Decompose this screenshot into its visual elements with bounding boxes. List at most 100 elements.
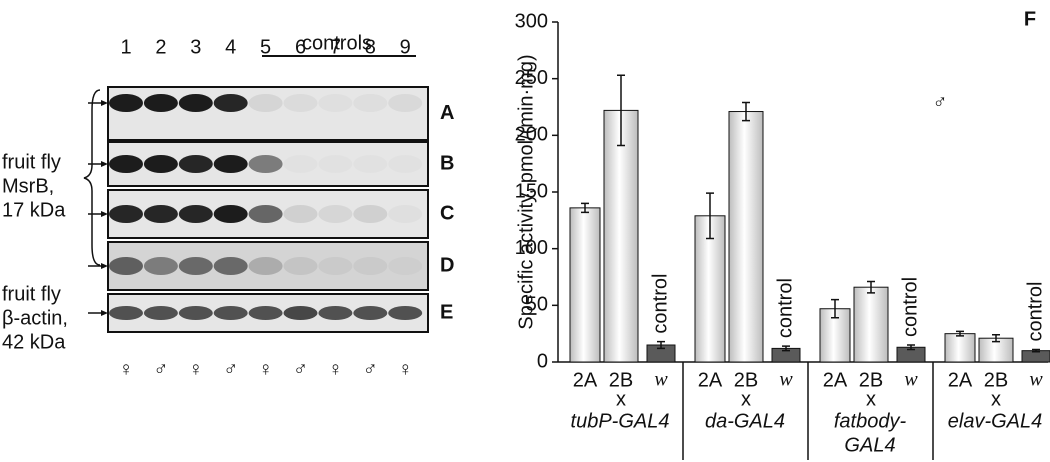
category-label: w [1029, 369, 1043, 391]
arrow-head [101, 211, 108, 217]
bar [569, 207, 601, 363]
band [213, 306, 248, 320]
band [109, 94, 143, 112]
control-label: control [1024, 282, 1046, 342]
y-tick-label: 100 [515, 237, 548, 259]
band [178, 205, 213, 223]
band [318, 306, 353, 320]
lane-number: 8 [365, 36, 376, 58]
y-tick-label: 50 [526, 294, 548, 316]
error-bar [992, 334, 1000, 343]
band [248, 94, 283, 112]
band [178, 257, 213, 275]
category-label: w [904, 369, 918, 391]
y-tick-label: 300 [515, 10, 548, 32]
lane-number: 3 [190, 36, 201, 58]
row-letter: E [440, 301, 453, 323]
band [318, 257, 353, 275]
band [388, 306, 423, 320]
error-bar [742, 101, 750, 122]
lane-number: 2 [155, 36, 166, 58]
lane-number: 4 [225, 36, 236, 58]
control-label: control [649, 274, 671, 334]
band [248, 306, 283, 320]
msrb-label: MsrB, [2, 175, 54, 197]
band [283, 306, 318, 320]
band [213, 205, 248, 223]
row-letter: D [440, 254, 454, 276]
band [143, 257, 178, 275]
category-label: 2B [609, 369, 633, 391]
band [318, 155, 352, 173]
category-label: 2B [859, 369, 883, 391]
bar [944, 333, 976, 363]
msrb-label: fruit fly [2, 151, 61, 173]
error-bar [706, 192, 714, 240]
arrow-head [101, 100, 108, 106]
error-bar [956, 330, 964, 337]
group-label: elav-GAL4 [948, 410, 1043, 432]
category-label: 2A [948, 369, 973, 391]
group-label: GAL4 [844, 434, 895, 456]
lane-number: 1 [120, 36, 131, 58]
error-bar [831, 298, 839, 319]
error-bar [867, 280, 875, 294]
y-tick-label: 250 [515, 67, 548, 89]
band [143, 306, 178, 320]
controls-label: controls [302, 32, 372, 54]
band [318, 94, 352, 112]
category-label: w [654, 369, 668, 391]
band [143, 94, 178, 112]
category-label: 2A [698, 369, 723, 391]
y-tick-label: 150 [515, 180, 548, 202]
row-letter: B [440, 152, 454, 174]
control-label: control [774, 278, 796, 338]
cross-label: x [616, 388, 626, 410]
sex-symbol: ♂ [363, 358, 378, 380]
band [353, 205, 388, 223]
bar [694, 215, 726, 363]
lane-number: 7 [330, 36, 341, 58]
brace [83, 89, 101, 266]
error-bar [657, 340, 665, 350]
cross-label: x [741, 388, 751, 410]
band [248, 155, 283, 173]
sex-symbol: ♀ [398, 358, 413, 380]
band [283, 257, 318, 275]
category-label: 2B [984, 369, 1008, 391]
y-axis-label: Specific activity, pmol/(min·mg) [515, 54, 537, 329]
band [283, 94, 318, 112]
row-letter: A [440, 102, 454, 124]
sex-symbol: ♂ [223, 358, 238, 380]
group-label: da-GAL4 [705, 410, 785, 432]
sex-symbol: ♀ [328, 358, 343, 380]
error-bar [581, 202, 589, 214]
cross-label: x [866, 388, 876, 410]
actin-label: β-actin, [2, 307, 68, 329]
chart-title: F [1024, 8, 1036, 30]
band [109, 306, 143, 320]
lane-number: 6 [295, 36, 306, 58]
band [353, 94, 388, 112]
band [178, 94, 213, 112]
bar [603, 109, 639, 363]
band [109, 155, 143, 173]
actin-label: fruit fly [2, 283, 61, 305]
band [248, 257, 283, 275]
control-label: control [899, 277, 921, 337]
actin-label: 42 kDa [2, 331, 66, 353]
error-bar [1032, 348, 1040, 353]
arrow-head [101, 310, 108, 316]
lane-number: 9 [400, 36, 411, 58]
band [318, 205, 353, 223]
band [388, 155, 422, 173]
band [353, 155, 387, 173]
sex-symbol: ♀ [119, 358, 134, 380]
band [388, 94, 423, 112]
group-label: fatbody- [834, 410, 907, 432]
arrow-head [101, 263, 108, 269]
y-tick-label: 200 [515, 124, 548, 146]
category-label: 2B [734, 369, 758, 391]
category-label: 2A [573, 369, 598, 391]
